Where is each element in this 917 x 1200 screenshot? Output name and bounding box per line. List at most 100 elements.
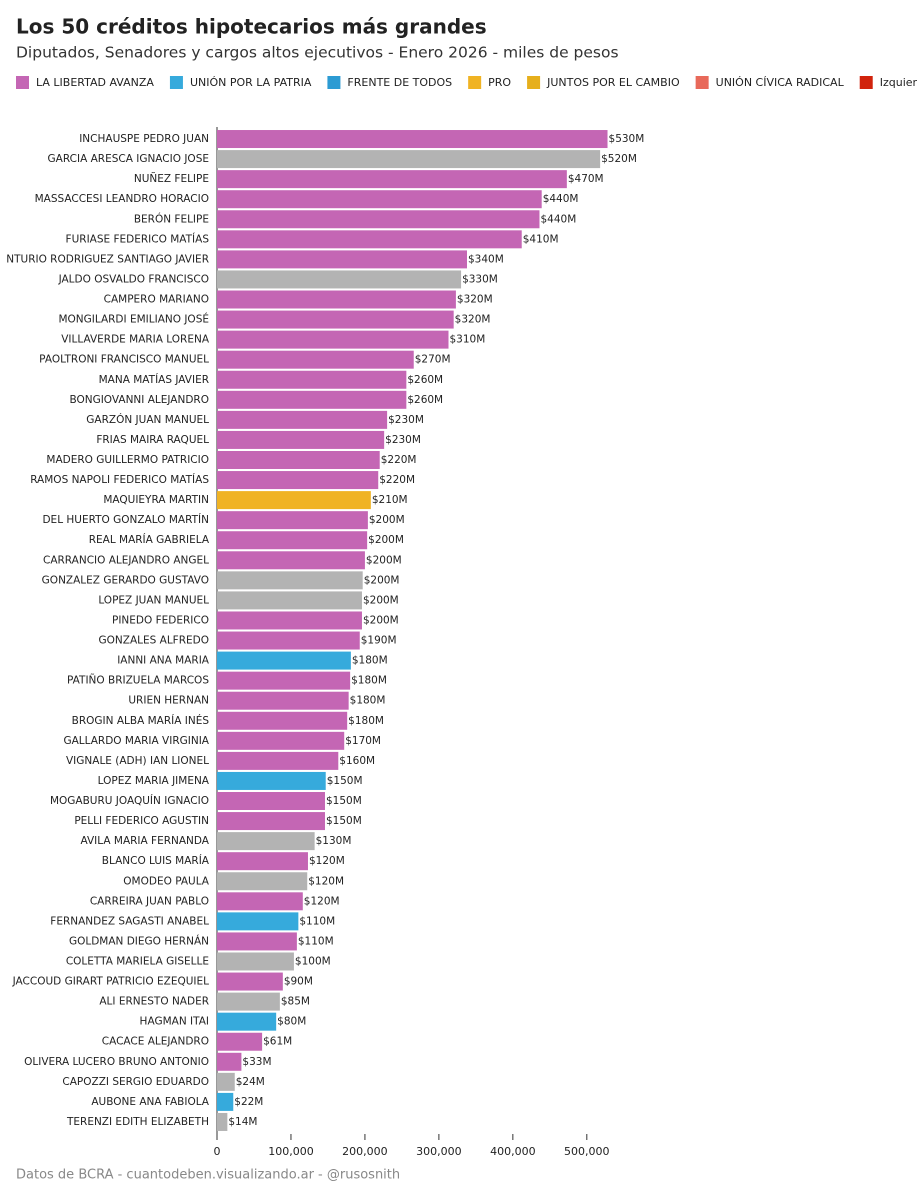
bar [217, 150, 601, 169]
bar [217, 310, 454, 329]
category-label: VIGNALE (ADH) IAN LIONEL [66, 755, 209, 767]
value-label: $220M [379, 474, 415, 486]
legend-swatch [527, 76, 541, 89]
category-label: BROGIN ALBA MARÍA INÉS [72, 714, 210, 727]
value-label: $180M [348, 715, 384, 727]
category-label: JACCOUD GIRART PATRICIO EZEQUIEL [12, 976, 210, 988]
bar [217, 1052, 242, 1071]
category-label: MADERO GUILLERMO PATRICIO [46, 454, 209, 466]
bar [217, 571, 363, 590]
value-label: $200M [368, 534, 404, 546]
legend-label: Izquierda [880, 76, 917, 89]
legend-swatch [16, 76, 29, 89]
category-label: DEL HUERTO GONZALO MARTÍN [42, 513, 209, 526]
legend-swatch [327, 76, 341, 89]
bar [217, 972, 283, 991]
legend-swatch [695, 76, 709, 89]
category-label: CACACE ALEJANDRO [102, 1036, 209, 1048]
bar [217, 170, 567, 189]
category-label: PAOLTRONI FRANCISCO MANUEL [39, 354, 209, 366]
value-label: $320M [457, 294, 493, 306]
value-label: $200M [364, 574, 400, 586]
category-label: COLETTA MARIELA GISELLE [66, 955, 209, 967]
category-label: LOPEZ JUAN MANUEL [98, 594, 209, 606]
category-label: GOLDMAN DIEGO HERNÁN [69, 934, 209, 947]
value-label: $110M [299, 915, 335, 927]
bar [217, 130, 608, 149]
value-label: $440M [543, 193, 579, 205]
legend-label: JUNTOS POR EL CAMBIO [546, 76, 680, 89]
value-label: $180M [352, 655, 388, 667]
value-label: $80M [277, 1016, 306, 1028]
category-label: HAGMAN ITAI [140, 1016, 209, 1028]
value-label: $520M [601, 153, 637, 165]
value-label: $90M [284, 976, 313, 988]
value-label: $150M [326, 795, 362, 807]
value-label: $220M [381, 454, 417, 466]
bar [217, 892, 303, 911]
bar [217, 852, 308, 871]
category-label: MASSACCESI LEANDRO HORACIO [35, 193, 209, 205]
value-label: $120M [308, 875, 344, 887]
bar [217, 591, 362, 610]
value-label: $230M [388, 414, 424, 426]
value-label: $200M [363, 614, 399, 626]
bar [217, 531, 368, 550]
value-label: $110M [298, 935, 334, 947]
category-label: GARCIA ARESCA IGNACIO JOSE [48, 153, 209, 165]
value-label: $200M [366, 554, 402, 566]
category-label: OLIVERA LUCERO BRUNO ANTONIO [24, 1056, 209, 1068]
bar [217, 430, 385, 449]
bar [217, 751, 339, 770]
bar [217, 1072, 235, 1091]
bar [217, 390, 407, 409]
bar [217, 1032, 263, 1051]
category-label: GALLARDO MARIA VIRGINIA [63, 735, 209, 747]
bar [217, 792, 325, 811]
bar [217, 631, 360, 650]
value-label: $470M [568, 173, 604, 185]
value-label: $260M [407, 394, 443, 406]
bar [217, 1092, 234, 1111]
category-label: BLANCO LUIS MARÍA [102, 854, 210, 867]
legend-label: FRENTE DE TODOS [347, 76, 452, 89]
x-tick-label: 100,000 [268, 1145, 314, 1158]
category-label: MONGILARDI EMILIANO JOSÉ [58, 313, 209, 326]
category-label: REAL MARÍA GABRIELA [89, 533, 210, 546]
value-label: $260M [407, 374, 443, 386]
bar [217, 611, 362, 630]
value-label: $170M [345, 735, 381, 747]
legend-label: PRO [488, 76, 511, 89]
category-label: NTURIO RODRIGUEZ SANTIAGO JAVIER [6, 253, 209, 265]
category-label: CAPOZZI SERGIO EDUARDO [62, 1076, 209, 1088]
legend-label: LA LIBERTAD AVANZA [36, 76, 154, 89]
value-label: $440M [540, 213, 576, 225]
category-label: PATIÑO BRIZUELA MARCOS [67, 674, 209, 687]
value-label: $270M [415, 354, 451, 366]
bar [217, 290, 456, 309]
legend-label: UNIÓN POR LA PATRIA [190, 76, 312, 89]
category-label: IANNI ANA MARIA [117, 655, 210, 667]
bar [217, 691, 349, 710]
category-label: GONZALEZ GERARDO GUSTAVO [42, 574, 209, 586]
category-label: ALI ERNESTO NADER [99, 996, 209, 1008]
category-label: GONZALES ALFREDO [99, 635, 209, 647]
bar [217, 771, 326, 790]
value-label: $310M [450, 334, 486, 346]
value-label: $130M [316, 835, 352, 847]
category-label: URIEN HERNAN [128, 695, 209, 707]
bar [217, 551, 365, 570]
value-label: $530M [609, 133, 645, 145]
bar [217, 350, 414, 369]
value-label: $120M [304, 895, 340, 907]
bar [217, 932, 297, 951]
value-label: $33M [242, 1056, 271, 1068]
category-label: FURIASE FEDERICO MATÍAS [66, 232, 210, 245]
value-label: $340M [468, 253, 504, 265]
x-tick-label: 300,000 [416, 1145, 462, 1158]
footer: Datos de BCRA - cuantodeben.visualizando… [16, 1168, 400, 1183]
bar [217, 370, 407, 389]
category-label: MANA MATÍAS JAVIER [99, 373, 209, 386]
